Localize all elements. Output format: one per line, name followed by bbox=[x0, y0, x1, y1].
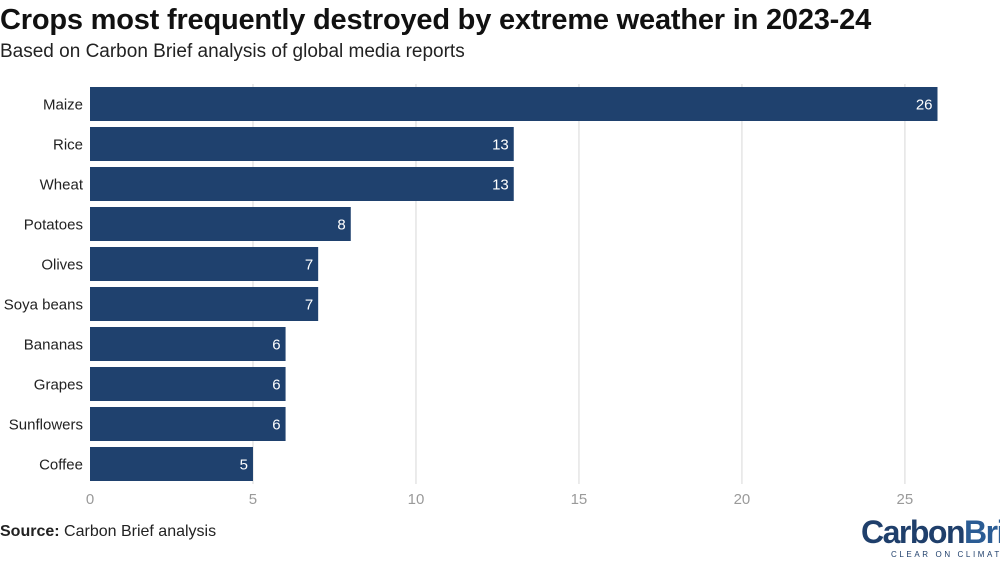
bar-value-label: 7 bbox=[305, 257, 313, 274]
category-label: Soya beans bbox=[4, 297, 83, 314]
bar-value-label: 13 bbox=[492, 177, 509, 194]
category-label: Olives bbox=[41, 257, 83, 274]
bar-wheat bbox=[90, 167, 514, 201]
bar-value-label: 6 bbox=[272, 417, 280, 434]
logo-word-brief: Brief bbox=[964, 514, 1000, 550]
bar-value-label: 8 bbox=[337, 217, 345, 234]
category-label: Sunflowers bbox=[9, 417, 83, 434]
category-label: Coffee bbox=[39, 457, 83, 474]
bar-sunflowers bbox=[90, 407, 286, 441]
category-labels: Maize Rice Wheat Potatoes Olives Soya beans Ba… bbox=[4, 97, 84, 474]
x-tick-label: 20 bbox=[734, 491, 751, 508]
bar-value-label: 7 bbox=[305, 297, 313, 314]
category-label: Rice bbox=[53, 137, 83, 154]
source-text: Carbon Brief analysis bbox=[64, 523, 217, 540]
bars: 26 13 13 8 7 7 6 6 6 5 bbox=[90, 87, 938, 481]
x-tick-label: 5 bbox=[249, 491, 257, 508]
source-label: Source: bbox=[0, 523, 60, 540]
bar-olives bbox=[90, 247, 319, 281]
bar-value-label: 5 bbox=[240, 457, 248, 474]
category-label: Maize bbox=[43, 97, 83, 114]
logo-word-carbon: Carbon bbox=[861, 514, 966, 550]
chart-subtitle: Based on Carbon Brief analysis of global… bbox=[0, 41, 465, 62]
bar-value-label: 13 bbox=[492, 137, 509, 154]
bar-value-label: 6 bbox=[272, 377, 280, 394]
x-tick-label: 0 bbox=[86, 491, 94, 508]
bar-potatoes bbox=[90, 207, 351, 241]
logo-tagline: CLEAR ON CLIMATE bbox=[891, 550, 1000, 559]
category-label: Potatoes bbox=[24, 217, 83, 234]
bar-value-label: 6 bbox=[272, 337, 280, 354]
x-tick-label: 10 bbox=[408, 491, 425, 508]
bar-grapes bbox=[90, 367, 286, 401]
x-axis-ticks: 0 5 10 15 20 25 bbox=[86, 491, 913, 508]
category-label: Bananas bbox=[24, 337, 83, 354]
bar-value-label: 26 bbox=[916, 97, 933, 114]
category-label: Grapes bbox=[34, 377, 83, 394]
bar-soya-beans bbox=[90, 287, 319, 321]
source-note: Source: Carbon Brief analysis bbox=[0, 523, 216, 541]
x-tick-label: 25 bbox=[897, 491, 914, 508]
category-label: Wheat bbox=[40, 177, 84, 194]
x-tick-label: 15 bbox=[571, 491, 588, 508]
chart-title: Crops most frequently destroyed by extre… bbox=[0, 4, 871, 36]
bar-coffee bbox=[90, 447, 253, 481]
bar-rice bbox=[90, 127, 514, 161]
bar-maize bbox=[90, 87, 938, 121]
bar-bananas bbox=[90, 327, 286, 361]
